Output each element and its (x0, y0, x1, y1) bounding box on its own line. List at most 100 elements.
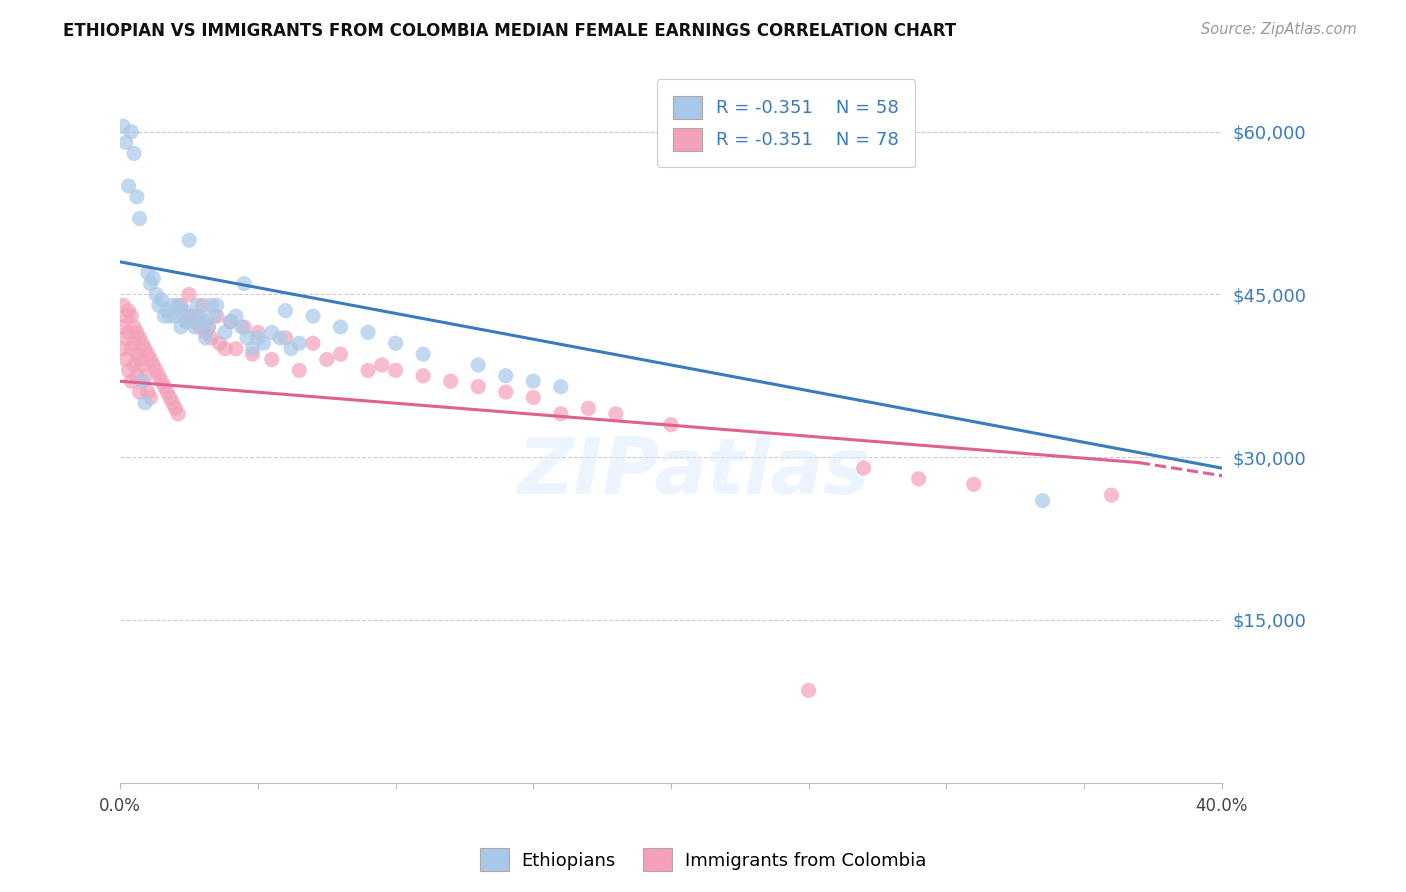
Point (260, 326, 283, 340)
Point (186, 309, 208, 323)
Text: Source: ZipAtlas.com: Source: ZipAtlas.com (1201, 22, 1357, 37)
Point (412, 347, 434, 361)
Point (170, 320, 193, 334)
Point (120, 374, 142, 388)
Point (117, 326, 139, 340)
Point (907, 472, 929, 486)
Point (197, 320, 219, 334)
Point (180, 309, 202, 323)
Point (150, 293, 173, 307)
Point (371, 358, 394, 372)
Point (242, 347, 264, 361)
Point (194, 331, 217, 345)
Point (214, 326, 236, 340)
Point (288, 336, 311, 351)
Point (1032, 493, 1054, 508)
Point (159, 391, 181, 405)
Point (200, 298, 222, 312)
Point (176, 314, 198, 328)
Point (117, 363, 139, 377)
Point (159, 309, 181, 323)
Point (522, 391, 544, 405)
Point (467, 358, 489, 372)
Point (179, 287, 201, 301)
Point (302, 309, 325, 323)
Point (139, 277, 162, 291)
Point (315, 352, 337, 367)
Point (125, 368, 148, 383)
Point (165, 401, 187, 416)
Point (128, 352, 150, 367)
Point (134, 368, 156, 383)
Point (495, 368, 517, 383)
Point (112, 120, 135, 134)
Point (122, 336, 145, 351)
Point (231, 320, 253, 334)
Point (274, 331, 297, 345)
Point (156, 385, 179, 400)
Point (852, 461, 875, 475)
Point (1099, 488, 1122, 502)
Point (225, 342, 247, 356)
Point (180, 309, 202, 323)
Point (156, 303, 179, 318)
Point (148, 368, 170, 383)
Point (605, 407, 627, 421)
Point (145, 363, 167, 377)
Point (167, 407, 190, 421)
Point (236, 331, 259, 345)
Point (260, 352, 283, 367)
Legend: Ethiopians, Immigrants from Colombia: Ethiopians, Immigrants from Colombia (472, 841, 934, 879)
Point (122, 320, 145, 334)
Point (186, 298, 208, 312)
Point (219, 314, 242, 328)
Point (384, 363, 406, 377)
Point (117, 303, 139, 318)
Point (214, 342, 236, 356)
Point (128, 385, 150, 400)
Point (128, 211, 150, 226)
Point (233, 320, 256, 334)
Point (134, 396, 156, 410)
Point (522, 374, 544, 388)
Point (440, 374, 463, 388)
Point (274, 303, 297, 318)
Point (162, 396, 184, 410)
Point (384, 336, 406, 351)
Point (329, 347, 352, 361)
Point (153, 309, 176, 323)
Point (173, 303, 195, 318)
Point (139, 391, 162, 405)
Point (162, 298, 184, 312)
Point (170, 298, 193, 312)
Point (208, 336, 231, 351)
Point (136, 385, 159, 400)
Point (179, 233, 201, 247)
Point (139, 352, 162, 367)
Point (120, 309, 142, 323)
Point (357, 326, 380, 340)
Point (142, 358, 165, 372)
Point (125, 326, 148, 340)
Point (205, 309, 228, 323)
Point (302, 336, 325, 351)
Point (165, 309, 187, 323)
Point (205, 298, 228, 312)
Point (963, 477, 986, 491)
Point (357, 363, 380, 377)
Point (191, 298, 214, 312)
Point (120, 342, 142, 356)
Point (148, 298, 170, 312)
Point (112, 298, 135, 312)
Point (114, 352, 136, 367)
Point (136, 266, 159, 280)
Point (167, 298, 190, 312)
Point (242, 342, 264, 356)
Point (269, 331, 291, 345)
Point (288, 363, 311, 377)
Point (117, 178, 139, 193)
Point (112, 342, 135, 356)
Point (202, 309, 225, 323)
Point (200, 331, 222, 345)
Point (191, 314, 214, 328)
